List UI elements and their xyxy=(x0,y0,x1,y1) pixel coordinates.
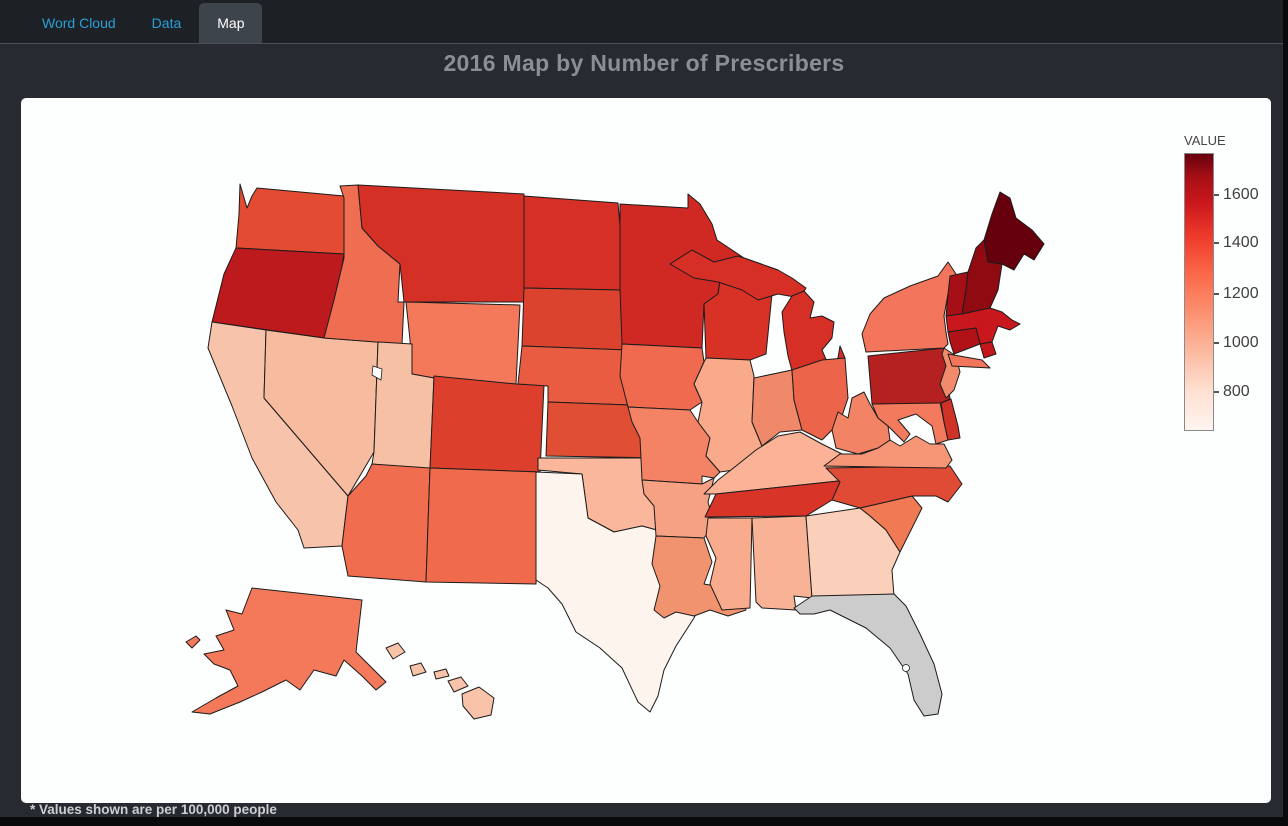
state-maine[interactable] xyxy=(983,191,1045,271)
state-new-hampshire[interactable] xyxy=(961,239,1003,315)
state-michigan-upper[interactable] xyxy=(669,249,807,301)
state-rhode-island[interactable] xyxy=(979,341,997,359)
tab-list: Word Cloud Data Map xyxy=(0,0,1288,43)
page-title: 2016 Map by Number of Prescribers xyxy=(443,50,845,76)
state-south-dakota[interactable] xyxy=(521,287,629,351)
state-north-dakota[interactable] xyxy=(523,195,623,291)
tab-map[interactable]: Map xyxy=(199,3,263,43)
legend-tick-1400: 1400 xyxy=(1223,234,1259,251)
state-pennsylvania[interactable] xyxy=(867,347,951,405)
state-delaware[interactable] xyxy=(940,398,961,441)
legend-tick-800: 800 xyxy=(1223,383,1250,400)
state-new-york-long-island[interactable] xyxy=(947,353,991,369)
state-hawaii-kauai[interactable] xyxy=(385,642,406,660)
legend-color-bar xyxy=(1184,153,1214,431)
state-wyoming[interactable] xyxy=(405,301,521,385)
state-hawaii-big-island[interactable] xyxy=(461,686,495,720)
window-right-edge xyxy=(1283,0,1288,826)
legend-tick-1200: 1200 xyxy=(1223,285,1259,302)
tab-bar: Word Cloud Data Map xyxy=(0,0,1288,44)
legend-tick-mark xyxy=(1214,242,1219,244)
tab-word-cloud[interactable]: Word Cloud xyxy=(42,15,116,31)
state-north-carolina[interactable] xyxy=(825,465,963,509)
state-mississippi[interactable] xyxy=(705,517,753,611)
lakes-group xyxy=(371,365,910,672)
window-bottom-edge xyxy=(0,817,1288,826)
state-connecticut[interactable] xyxy=(947,327,981,355)
legend-tick-1000: 1000 xyxy=(1223,334,1259,351)
state-alabama[interactable] xyxy=(751,515,813,611)
great-salt-lake xyxy=(371,365,383,381)
footer-note: * Values shown are per 100,000 people xyxy=(30,802,277,817)
legend-tick-1600: 1600 xyxy=(1223,186,1259,203)
state-colorado[interactable] xyxy=(429,375,545,473)
state-alaska[interactable] xyxy=(191,587,387,715)
state-hawaii-maui[interactable] xyxy=(447,676,469,693)
legend-tick-mark xyxy=(1214,293,1219,295)
state-iowa[interactable] xyxy=(619,343,705,411)
state-hawaii-oahu[interactable] xyxy=(409,662,427,677)
legend-tick-mark xyxy=(1214,391,1219,393)
states-group xyxy=(185,183,1045,720)
state-hawaii-molokai[interactable] xyxy=(433,668,450,680)
state-alaska-island[interactable] xyxy=(185,635,201,649)
state-florida[interactable] xyxy=(793,593,943,717)
state-new-mexico[interactable] xyxy=(425,467,541,585)
legend-tick-mark xyxy=(1214,342,1219,344)
legend-title: VALUE xyxy=(1184,133,1226,148)
state-west-virginia[interactable] xyxy=(831,391,891,455)
state-new-york[interactable] xyxy=(861,261,957,353)
lake-okeechobee xyxy=(902,664,910,672)
tab-data[interactable]: Data xyxy=(151,15,182,31)
legend-tick-mark xyxy=(1214,194,1219,196)
